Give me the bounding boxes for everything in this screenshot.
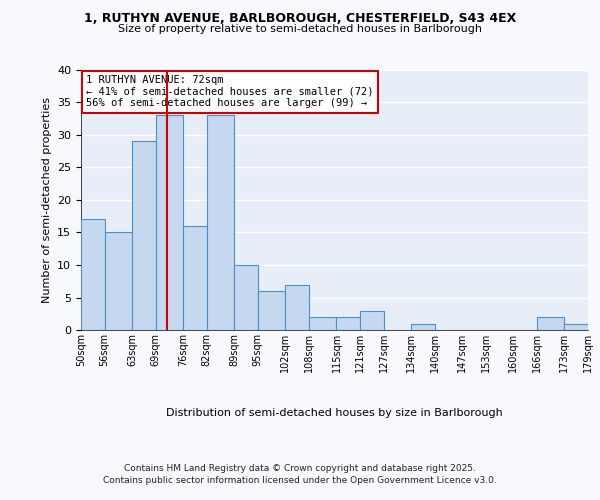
- Text: Distribution of semi-detached houses by size in Barlborough: Distribution of semi-detached houses by …: [166, 408, 503, 418]
- Bar: [411, 324, 435, 330]
- Text: 1 RUTHYN AVENUE: 72sqm
← 41% of semi-detached houses are smaller (72)
56% of sem: 1 RUTHYN AVENUE: 72sqm ← 41% of semi-det…: [86, 75, 374, 108]
- Text: 1, RUTHYN AVENUE, BARLBOROUGH, CHESTERFIELD, S43 4EX: 1, RUTHYN AVENUE, BARLBOROUGH, CHESTERFI…: [84, 12, 516, 26]
- Bar: [565, 324, 588, 330]
- Bar: [132, 142, 155, 330]
- Bar: [286, 284, 309, 330]
- Bar: [337, 317, 360, 330]
- Bar: [258, 291, 286, 330]
- Text: Contains HM Land Registry data © Crown copyright and database right 2025.: Contains HM Land Registry data © Crown c…: [124, 464, 476, 473]
- Bar: [155, 116, 183, 330]
- Bar: [207, 116, 234, 330]
- Bar: [309, 317, 337, 330]
- Bar: [81, 220, 104, 330]
- Text: Size of property relative to semi-detached houses in Barlborough: Size of property relative to semi-detach…: [118, 24, 482, 34]
- Bar: [360, 310, 383, 330]
- Bar: [104, 232, 132, 330]
- Bar: [537, 317, 565, 330]
- Bar: [183, 226, 207, 330]
- Text: Contains public sector information licensed under the Open Government Licence v3: Contains public sector information licen…: [103, 476, 497, 485]
- Bar: [234, 265, 258, 330]
- Y-axis label: Number of semi-detached properties: Number of semi-detached properties: [41, 97, 52, 303]
